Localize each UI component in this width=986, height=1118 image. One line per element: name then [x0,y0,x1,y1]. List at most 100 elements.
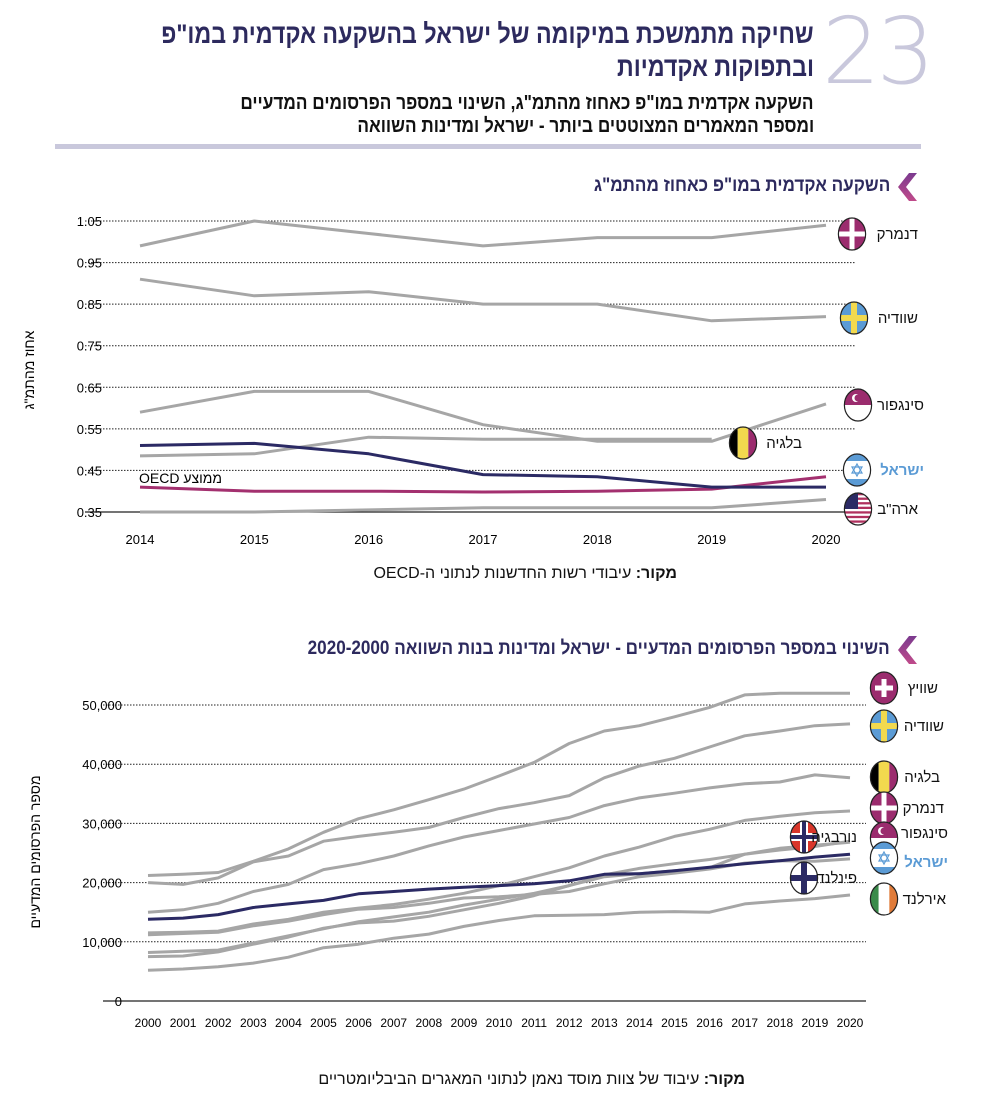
flag-outline [789,820,819,854]
flag-body [790,821,818,853]
y-tick-label: 0.35 [77,505,102,520]
series-label: ישראל [880,462,924,479]
belgium-flag-icon [869,760,899,794]
source-label: מקור: [635,565,677,582]
oecd-label: ממוצע OECD [139,470,222,486]
flag-body [870,792,898,824]
x-tick-label: 2014 [626,1016,653,1030]
flag-part [878,761,890,793]
series-label: שוודיה [904,718,944,735]
x-tick-label: 2008 [415,1016,442,1030]
chart1-title: השקעה אקדמית במו"פ כאחוז מהתמ"ג [593,175,890,196]
series-label: סינגפור [877,397,924,414]
flag-part [838,231,866,237]
series-label: דנמרק [877,226,918,243]
norway-flag-icon [789,820,819,854]
star-of-david-mark [850,462,864,474]
flag-outline [869,882,899,916]
y-tick-label: 0.55 [77,422,102,437]
flag-body [790,862,818,894]
series-label: ישראל [904,854,948,871]
chart2-ylabel: מספר הפרסומים המדעיים [27,775,43,928]
flag-part [870,883,879,915]
source-text: עיבוד של צוות מוסד נאמן לנתוני המאגרים ה… [318,1071,704,1088]
flag-body [844,389,872,421]
chevron-left-icon [898,173,917,201]
series-line-sweden [147,722,851,886]
y-tick-label: 0.95 [77,256,102,271]
series-line-usa [140,498,827,514]
page-subtitle-line2: ומספר המאמרים המצוטטים ביותר - ישראל ומד… [357,115,814,137]
flag-part [840,315,868,321]
stripe [844,511,872,514]
x-tick-label: 2014 [126,532,155,547]
flag-part [729,427,738,459]
flag-part [843,461,871,479]
x-tick-label: 2016 [696,1016,723,1030]
flag-part [748,427,757,459]
flag-outline [728,426,758,460]
x-tick-label: 2019 [802,1016,829,1030]
singapore-flag-icon [843,388,873,422]
x-tick-label: 2004 [275,1016,302,1030]
x-tick-label: 2003 [240,1016,267,1030]
y-tick-label: 50,000 [82,698,122,713]
x-tick-label: 2000 [135,1016,162,1030]
y-tick-label: 20,000 [82,876,122,891]
y-tick-label: 0 [115,994,122,1009]
x-tick-label: 2011 [521,1016,547,1030]
x-tick-label: 2017 [469,532,498,547]
usa-flag-icon [843,492,873,526]
y-tick-label: 0.45 [77,463,102,478]
y-tick-label: 0.85 [77,297,102,312]
finland-flag-icon [789,861,819,895]
chevron-left-icon [898,636,917,664]
x-tick-label: 2005 [310,1016,337,1030]
flag-part [790,875,818,881]
crescent-cut [880,827,888,835]
x-tick-label: 2018 [766,1016,793,1030]
series-label: שוויץ [908,680,938,697]
x-tick-label: 2002 [205,1016,232,1030]
page-subtitle-line1: השקעה אקדמית במו"פ כאחוז מהתמ"ג, השינוי … [240,92,814,114]
flag-outline [789,861,819,895]
series-label: שוודיה [878,310,918,327]
series-label: דנמרק [903,800,944,817]
flag-part [870,723,898,729]
star-of-david-mark [877,854,891,866]
chart1-source: מקור: עיבודי רשות החדשנות לנתוני ה-OECD [373,565,677,583]
x-tick-label: 2010 [486,1016,513,1030]
series-line-sweden [139,277,827,323]
source-label: מקור: [703,1071,745,1088]
x-tick-label: 2017 [731,1016,758,1030]
flag-outline [843,388,873,422]
flag-outline [843,492,873,526]
flag-part [870,805,898,811]
x-tick-label: 2018 [583,532,612,547]
series-label: פינלנד [816,870,857,887]
stripe [844,520,872,523]
series-line-belgium [139,435,712,458]
flag-body [870,761,898,793]
flag-outline [869,841,899,875]
x-tick-label: 2012 [556,1016,583,1030]
israel-flag-icon [869,841,899,875]
x-tick-label: 2019 [697,532,726,547]
sweden-flag-icon [839,301,869,335]
series-line-israel [147,852,851,921]
belgium-flag-icon [728,426,758,460]
switzerland-flag-icon [869,671,899,705]
series-line-ireland [147,893,851,972]
star-of-david-mark [877,850,891,862]
x-tick-label: 2015 [661,1016,688,1030]
flag-body [870,672,898,704]
israel-flag-icon [842,453,872,487]
series-label: אירלנד [903,891,947,908]
series-label: בלגיה [766,435,802,452]
flag-part [889,761,898,793]
x-tick-label: 2015 [240,532,269,547]
flag-body [843,454,871,486]
flag-body [838,218,866,250]
x-tick-label: 2020 [837,1016,864,1030]
